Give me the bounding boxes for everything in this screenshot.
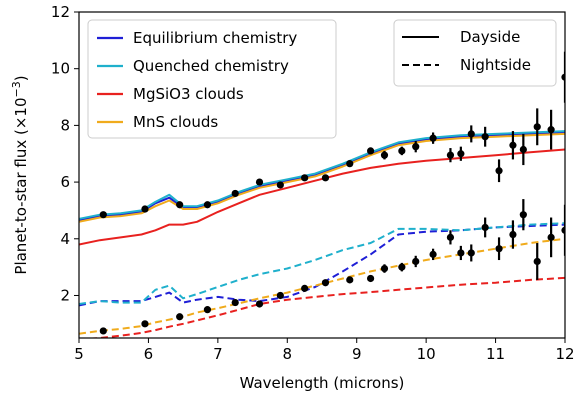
x-tick-label: 12 [555, 345, 574, 363]
data-point-dayside [367, 147, 375, 155]
data-point-nightside [519, 211, 527, 219]
legend-style-label: Dayside [460, 28, 520, 46]
data-point-nightside [301, 284, 309, 292]
legend-styles-entries: Dayside Nightside [402, 28, 531, 74]
x-axis-ticks: 5 6 7 8 9 10 11 12 [74, 338, 575, 363]
data-point-nightside [231, 298, 239, 307]
data-point-dayside [495, 167, 503, 175]
data-point-dayside [276, 181, 284, 189]
legend-label: Quenched chemistry [133, 57, 289, 75]
data-point-dayside [380, 151, 389, 159]
y-axis-label-main: Planet-to-star flux (×10 [12, 97, 30, 274]
data-point-nightside [561, 226, 565, 234]
y-tick-label: 6 [60, 173, 70, 191]
data-point-dayside [255, 178, 264, 186]
series-line-mns-clouds-nightside [79, 237, 565, 335]
data-point-dayside [321, 174, 330, 182]
data-point-nightside [533, 257, 541, 266]
series-line-equilibrium-chemistry-nightside [79, 223, 565, 307]
data-point-dayside [446, 151, 455, 159]
data-point-dayside [457, 150, 465, 158]
data-point-nightside [380, 264, 389, 273]
legend-styles: Dayside Nightside [393, 19, 557, 87]
data-point-nightside [276, 291, 284, 300]
data-point-dayside [176, 201, 184, 209]
y-tick-label: 10 [51, 60, 70, 78]
data-point-nightside [467, 249, 475, 257]
y-axis-label-close: ) [12, 75, 30, 81]
data-point-dayside [301, 174, 309, 182]
legend-models-box [87, 19, 337, 139]
x-tick-label: 11 [486, 345, 505, 363]
x-tick-label: 6 [144, 345, 154, 363]
y-tick-label: 2 [60, 286, 70, 304]
series-layer [79, 130, 565, 338]
data-point-nightside [495, 245, 503, 253]
data-point-dayside [412, 143, 420, 151]
y-tick-label: 12 [51, 3, 70, 21]
data-point-dayside [519, 145, 527, 154]
legend-models-entries: Equilibrium chemistry Quenched chemistry M… [97, 29, 297, 131]
legend-label: MgSiO3 clouds [133, 85, 244, 103]
data-point-dayside [481, 133, 489, 141]
data-point-dayside [141, 205, 149, 213]
x-tick-label: 7 [213, 345, 223, 363]
x-tick-label: 5 [74, 345, 84, 363]
x-axis-label: Wavelength (microns) [240, 374, 405, 392]
data-point-nightside [412, 257, 420, 266]
plot-frame [78, 11, 566, 339]
y-tick-label: 8 [60, 116, 70, 134]
data-point-nightside [547, 233, 555, 241]
series-line-mgsio3-clouds-dayside [79, 148, 565, 246]
data-point-nightside [141, 320, 149, 328]
data-point-nightside [446, 233, 455, 241]
y-axis-ticks: 2 4 6 8 10 12 [51, 3, 79, 304]
data-point-dayside [533, 123, 541, 131]
legend-label: MnS clouds [133, 113, 218, 131]
data-point-dayside [346, 160, 354, 168]
data-point-dayside [429, 134, 437, 142]
legend-label: Equilibrium chemistry [133, 29, 297, 47]
data-point-nightside [99, 327, 107, 335]
data-point-nightside [321, 279, 330, 287]
legend-style-label: Nightside [460, 56, 531, 74]
data-point-nightside [255, 300, 264, 308]
observations-layer [99, 51, 565, 335]
x-tick-label: 10 [417, 345, 436, 363]
data-point-nightside [398, 263, 406, 271]
data-point-nightside [457, 249, 465, 257]
data-point-nightside [346, 276, 354, 284]
y-tick-label: 4 [60, 230, 70, 248]
data-point-dayside [509, 141, 517, 149]
data-point-dayside [561, 73, 565, 81]
x-tick-label: 9 [352, 345, 362, 363]
data-point-nightside [367, 274, 375, 283]
data-point-nightside [481, 223, 489, 232]
data-point-dayside [398, 147, 406, 155]
series-line-mgsio3-clouds-nightside [84, 276, 565, 338]
legend-models: Equilibrium chemistry Quenched chemistry M… [87, 19, 337, 139]
series-line-quenched-chemistry-nightside [79, 222, 565, 305]
data-point-dayside [99, 211, 107, 219]
y-axis-label: Planet-to-star flux (×10−3) [10, 75, 30, 274]
data-point-nightside [176, 313, 184, 321]
data-point-dayside [231, 189, 239, 198]
data-point-nightside [429, 250, 437, 258]
x-tick-label: 8 [283, 345, 293, 363]
data-point-dayside [467, 130, 475, 138]
data-point-dayside [547, 126, 555, 134]
data-point-nightside [203, 306, 212, 314]
y-axis-label-exponent: −3 [10, 81, 23, 97]
data-point-nightside [509, 230, 517, 239]
data-point-dayside [203, 201, 212, 209]
